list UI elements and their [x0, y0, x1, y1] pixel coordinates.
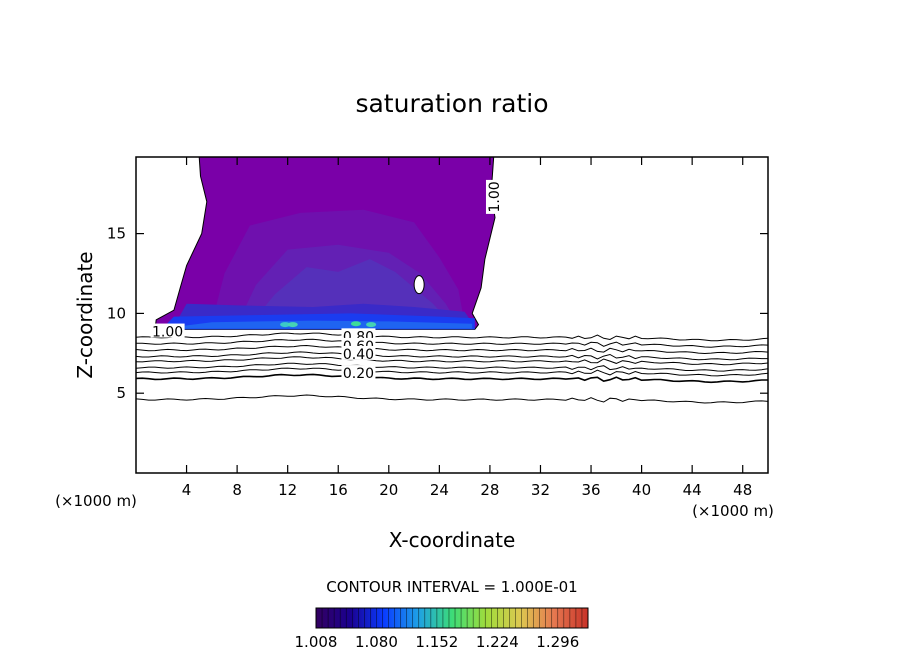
- colorbar-bar: [315, 607, 589, 629]
- contour-line-0.6: [136, 351, 768, 361]
- x-unit-label: (×1000 m): [692, 502, 774, 520]
- x-tick-label-10: 44: [683, 481, 702, 499]
- contour-label-bg-5: [341, 365, 376, 380]
- contour-line-0.8: [136, 338, 768, 348]
- colorbar-tick-label-4: 1.296: [536, 633, 579, 651]
- highlight-spot-1: [287, 322, 298, 328]
- subsaturated-pocket: [413, 275, 425, 295]
- colorbar-tick-label-0: 1.008: [295, 633, 338, 651]
- y-tick-label-2: 15: [107, 225, 126, 243]
- contour-line-0.5: [136, 356, 768, 366]
- highlight-spot-2: [350, 321, 361, 327]
- x-tick-label-9: 40: [632, 481, 651, 499]
- y-tick-label-0: 5: [116, 384, 126, 402]
- contour-line-0.1: [136, 394, 768, 404]
- colorbar-tick-label-2: 1.152: [415, 633, 458, 651]
- contour-label-bg-0: [150, 323, 185, 338]
- x-tick-label-11: 48: [733, 481, 752, 499]
- contour-label-bg-1: [485, 179, 500, 214]
- contour-label-1: 1.00: [487, 181, 503, 212]
- x-tick-label-6: 28: [480, 481, 499, 499]
- colorbar-tick-label-1: 1.080: [355, 633, 398, 651]
- contour-label-5: 0.20: [343, 366, 374, 382]
- x-tick-label-5: 24: [430, 481, 449, 499]
- contour-line-0.9: [136, 332, 768, 342]
- contour-line-0.3: [136, 367, 768, 377]
- contour-label-bg-4: [341, 345, 376, 360]
- highlight-spot-0: [280, 322, 291, 328]
- contour-interval-label: CONTOUR INTERVAL = 1.000E-01: [326, 578, 577, 596]
- colorbar: 1.008 1.080 1.152 1.224 1.296: [295, 607, 589, 651]
- x-tick-label-8: 36: [581, 481, 600, 499]
- x-tick-label-4: 20: [379, 481, 398, 499]
- contour-label-4: 0.40: [343, 347, 374, 363]
- chart-title: saturation ratio: [355, 89, 548, 118]
- y-axis-label: Z-coordinate: [73, 251, 97, 378]
- y-axis-ticks: 5 10 15: [107, 225, 768, 402]
- contour-line-0.4: [136, 362, 768, 372]
- contour-line-0.2: [136, 373, 768, 384]
- x-axis-label: X-coordinate: [389, 528, 516, 552]
- colorbar-tick-label-3: 1.224: [476, 633, 519, 651]
- plot-content: 1.001.000.800.600.400.20: [136, 157, 768, 404]
- supersat-band-6: [161, 320, 473, 329]
- y-tick-label-1: 10: [107, 304, 126, 322]
- x-tick-label-3: 16: [329, 481, 348, 499]
- y-unit-label: (×1000 m): [55, 492, 137, 510]
- x-tick-label-7: 32: [531, 481, 550, 499]
- plot-area: 1.001.000.800.600.400.20: [136, 157, 768, 404]
- contour-line-0.7: [136, 344, 768, 355]
- x-tick-label-1: 8: [232, 481, 242, 499]
- highlight-spot-3: [366, 322, 377, 328]
- x-tick-label-0: 4: [182, 481, 192, 499]
- x-axis-ticks: 4 8 12 16 20 24 28 32 36 40 44 48: [182, 157, 752, 499]
- contour-label-0: 1.00: [152, 325, 183, 341]
- x-tick-label-2: 12: [278, 481, 297, 499]
- plot-frame: [135, 156, 769, 474]
